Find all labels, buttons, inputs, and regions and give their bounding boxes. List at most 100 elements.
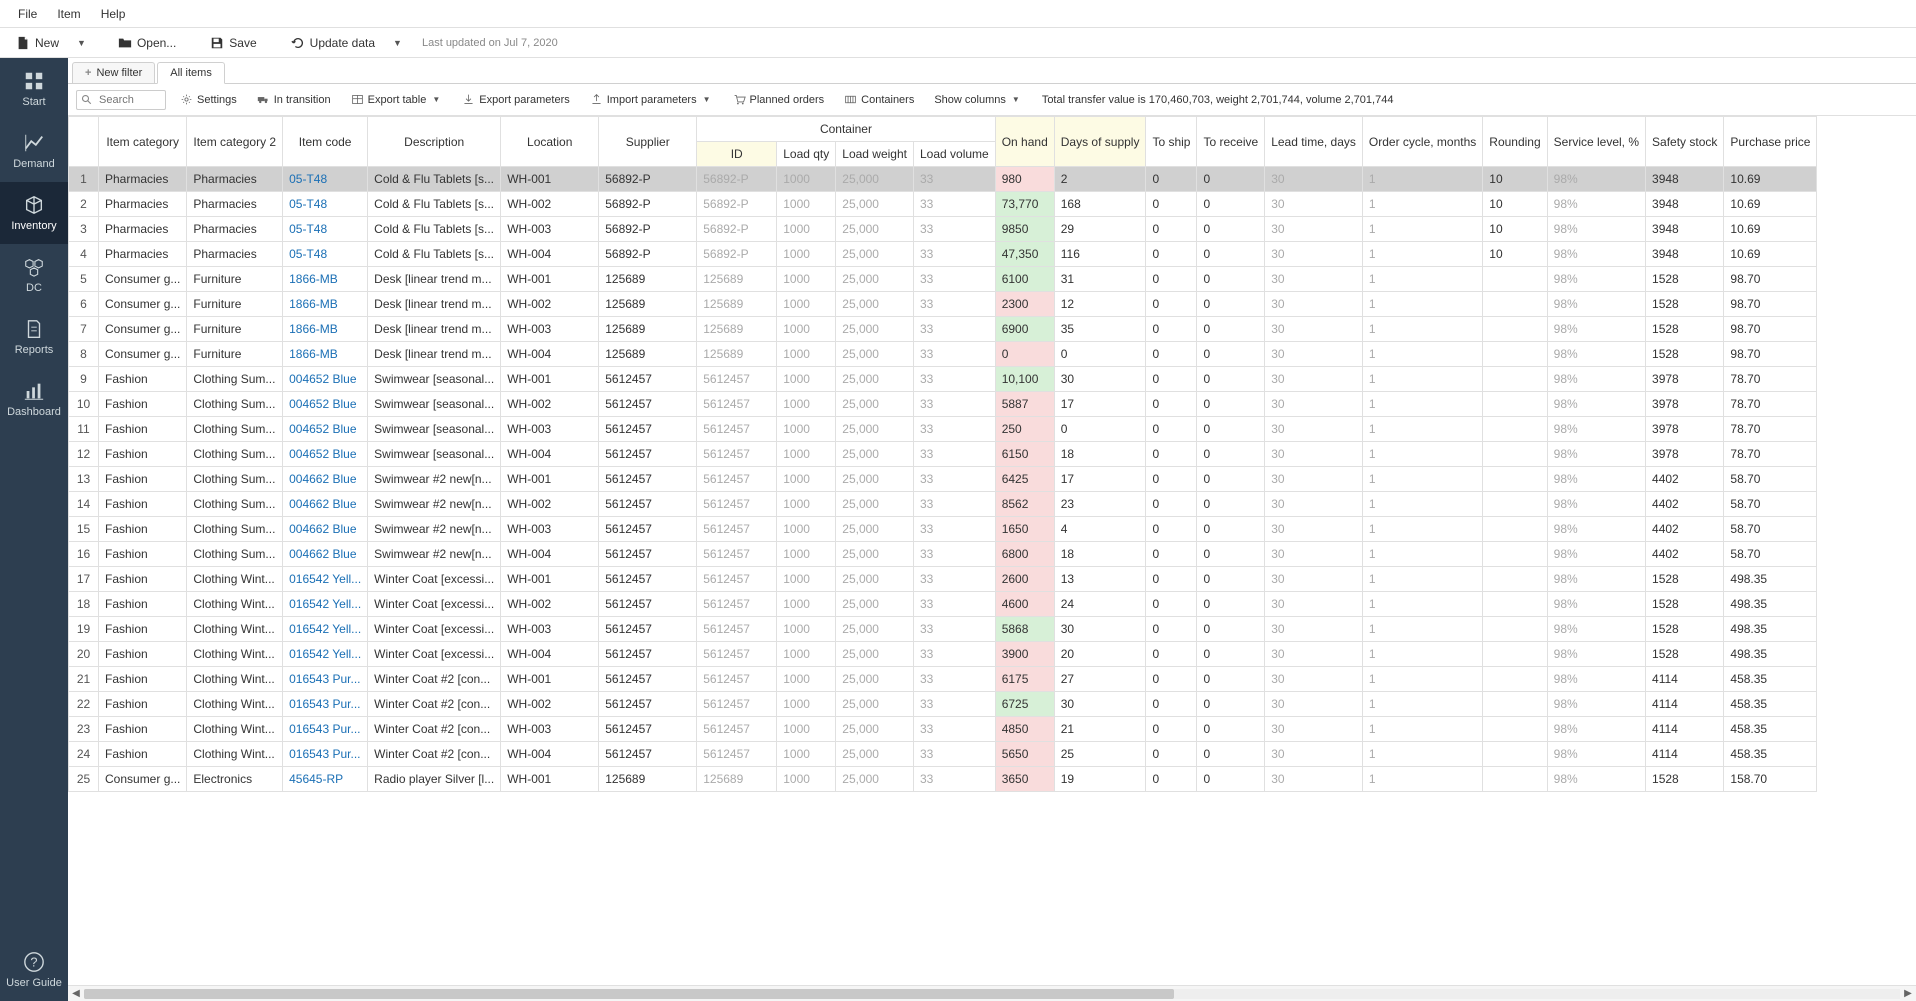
- table-row[interactable]: 5Consumer g...Furniture1866-MBDesk [line…: [69, 267, 1817, 292]
- save-button[interactable]: Save: [202, 33, 264, 53]
- table-row[interactable]: 8Consumer g...Furniture1866-MBDesk [line…: [69, 342, 1817, 367]
- table-container[interactable]: Item categoryItem category 2Item codeDes…: [68, 116, 1916, 985]
- export-params-button[interactable]: Export parameters: [456, 90, 575, 109]
- table-row[interactable]: 12FashionClothing Sum...004652 BlueSwimw…: [69, 442, 1817, 467]
- cell-item-code[interactable]: 45645-RP: [283, 767, 368, 792]
- column-header[interactable]: On hand: [995, 117, 1054, 167]
- tab-all-items[interactable]: All items: [157, 62, 225, 84]
- column-header[interactable]: [69, 117, 99, 167]
- column-header[interactable]: ID: [697, 142, 777, 167]
- table-row[interactable]: 15FashionClothing Sum...004662 BlueSwimw…: [69, 517, 1817, 542]
- table-row[interactable]: 21FashionClothing Wint...016543 Pur...Wi…: [69, 667, 1817, 692]
- cell-item-code[interactable]: 016542 Yell...: [283, 592, 368, 617]
- open-button[interactable]: Open...: [110, 33, 184, 53]
- cell-item-code[interactable]: 05-T48: [283, 242, 368, 267]
- column-header[interactable]: To receive: [1197, 117, 1265, 167]
- planned-orders-button[interactable]: Planned orders: [727, 90, 831, 109]
- table-row[interactable]: 13FashionClothing Sum...004662 BlueSwimw…: [69, 467, 1817, 492]
- horizontal-scrollbar[interactable]: ◀ ▶: [68, 985, 1916, 1001]
- sidebar-item-dashboard[interactable]: Dashboard: [0, 368, 68, 430]
- column-header[interactable]: Load volume: [913, 142, 995, 167]
- column-header[interactable]: Lead time, days: [1265, 117, 1363, 167]
- column-header[interactable]: Load weight: [836, 142, 914, 167]
- cell-item-code[interactable]: 004652 Blue: [283, 442, 368, 467]
- cell-item-code[interactable]: 016543 Pur...: [283, 692, 368, 717]
- cell-item-code[interactable]: 004662 Blue: [283, 467, 368, 492]
- table-row[interactable]: 22FashionClothing Wint...016543 Pur...Wi…: [69, 692, 1817, 717]
- cell-item-code[interactable]: 05-T48: [283, 167, 368, 192]
- column-header[interactable]: Item code: [283, 117, 368, 167]
- cell-item-code[interactable]: 05-T48: [283, 192, 368, 217]
- table-row[interactable]: 3PharmaciesPharmacies05-T48Cold & Flu Ta…: [69, 217, 1817, 242]
- column-header[interactable]: Purchase price: [1724, 117, 1817, 167]
- scroll-left-icon[interactable]: ◀: [68, 988, 84, 999]
- sidebar-item-demand[interactable]: Demand: [0, 120, 68, 182]
- table-row[interactable]: 24FashionClothing Wint...016543 Pur...Wi…: [69, 742, 1817, 767]
- table-row[interactable]: 18FashionClothing Wint...016542 Yell...W…: [69, 592, 1817, 617]
- column-header[interactable]: Location: [501, 117, 599, 167]
- menu-item[interactable]: Item: [47, 3, 90, 25]
- cell-item-code[interactable]: 1866-MB: [283, 267, 368, 292]
- cell-item-code[interactable]: 1866-MB: [283, 317, 368, 342]
- column-header[interactable]: Description: [368, 117, 501, 167]
- settings-button[interactable]: Settings: [174, 90, 243, 109]
- cell-item-code[interactable]: 004662 Blue: [283, 492, 368, 517]
- cell-item-code[interactable]: 016543 Pur...: [283, 742, 368, 767]
- table-row[interactable]: 9FashionClothing Sum...004652 BlueSwimwe…: [69, 367, 1817, 392]
- update-data-button[interactable]: Update data: [283, 33, 383, 53]
- sidebar-item-reports[interactable]: Reports: [0, 306, 68, 368]
- table-row[interactable]: 23FashionClothing Wint...016543 Pur...Wi…: [69, 717, 1817, 742]
- cell-item-code[interactable]: 016542 Yell...: [283, 617, 368, 642]
- column-header[interactable]: Safety stock: [1646, 117, 1724, 167]
- in-transition-button[interactable]: In transition: [251, 90, 337, 109]
- table-row[interactable]: 11FashionClothing Sum...004652 BlueSwimw…: [69, 417, 1817, 442]
- menu-file[interactable]: File: [8, 3, 47, 25]
- table-row[interactable]: 14FashionClothing Sum...004662 BlueSwimw…: [69, 492, 1817, 517]
- containers-button[interactable]: Containers: [838, 90, 920, 109]
- sidebar-item-user-guide[interactable]: ? User Guide: [0, 939, 68, 1001]
- table-row[interactable]: 1PharmaciesPharmacies05-T48Cold & Flu Ta…: [69, 167, 1817, 192]
- cell-item-code[interactable]: 004652 Blue: [283, 417, 368, 442]
- new-button[interactable]: New: [8, 33, 67, 53]
- cell-item-code[interactable]: 004652 Blue: [283, 392, 368, 417]
- tab-new-filter[interactable]: + New filter: [72, 62, 155, 83]
- table-row[interactable]: 19FashionClothing Wint...016542 Yell...W…: [69, 617, 1817, 642]
- table-row[interactable]: 4PharmaciesPharmacies05-T48Cold & Flu Ta…: [69, 242, 1817, 267]
- scroll-right-icon[interactable]: ▶: [1900, 988, 1916, 999]
- sidebar-item-dc[interactable]: DC: [0, 244, 68, 306]
- table-row[interactable]: 17FashionClothing Wint...016542 Yell...W…: [69, 567, 1817, 592]
- column-header[interactable]: Days of supply: [1054, 117, 1146, 167]
- column-header[interactable]: Item category: [99, 117, 187, 167]
- column-header[interactable]: Supplier: [599, 117, 697, 167]
- show-columns-button[interactable]: Show columns ▼: [928, 91, 1027, 109]
- column-header[interactable]: Order cycle, months: [1362, 117, 1482, 167]
- table-row[interactable]: 10FashionClothing Sum...004652 BlueSwimw…: [69, 392, 1817, 417]
- column-header[interactable]: Container: [697, 117, 995, 142]
- export-table-button[interactable]: Export table ▼: [345, 90, 449, 109]
- cell-item-code[interactable]: 004662 Blue: [283, 517, 368, 542]
- table-row[interactable]: 25Consumer g...Electronics45645-RPRadio …: [69, 767, 1817, 792]
- column-header[interactable]: Service level, %: [1547, 117, 1645, 167]
- table-row[interactable]: 6Consumer g...Furniture1866-MBDesk [line…: [69, 292, 1817, 317]
- column-header[interactable]: Rounding: [1483, 117, 1547, 167]
- cell-item-code[interactable]: 1866-MB: [283, 292, 368, 317]
- cell-item-code[interactable]: 004652 Blue: [283, 367, 368, 392]
- table-row[interactable]: 20FashionClothing Wint...016542 Yell...W…: [69, 642, 1817, 667]
- cell-item-code[interactable]: 016543 Pur...: [283, 717, 368, 742]
- import-params-button[interactable]: Import parameters ▼: [584, 90, 719, 109]
- cell-item-code[interactable]: 016543 Pur...: [283, 667, 368, 692]
- sidebar-item-inventory[interactable]: Inventory: [0, 182, 68, 244]
- cell-item-code[interactable]: 016542 Yell...: [283, 642, 368, 667]
- column-header[interactable]: To ship: [1146, 117, 1197, 167]
- cell-item-code[interactable]: 1866-MB: [283, 342, 368, 367]
- sidebar-item-start[interactable]: Start: [0, 58, 68, 120]
- menu-help[interactable]: Help: [91, 3, 136, 25]
- cell-item-code[interactable]: 016542 Yell...: [283, 567, 368, 592]
- cell-item-code[interactable]: 05-T48: [283, 217, 368, 242]
- table-row[interactable]: 16FashionClothing Sum...004662 BlueSwimw…: [69, 542, 1817, 567]
- table-row[interactable]: 7Consumer g...Furniture1866-MBDesk [line…: [69, 317, 1817, 342]
- update-dropdown-arrow[interactable]: ▼: [387, 38, 408, 48]
- new-dropdown-arrow[interactable]: ▼: [71, 38, 92, 48]
- table-row[interactable]: 2PharmaciesPharmacies05-T48Cold & Flu Ta…: [69, 192, 1817, 217]
- column-header[interactable]: Load qty: [777, 142, 836, 167]
